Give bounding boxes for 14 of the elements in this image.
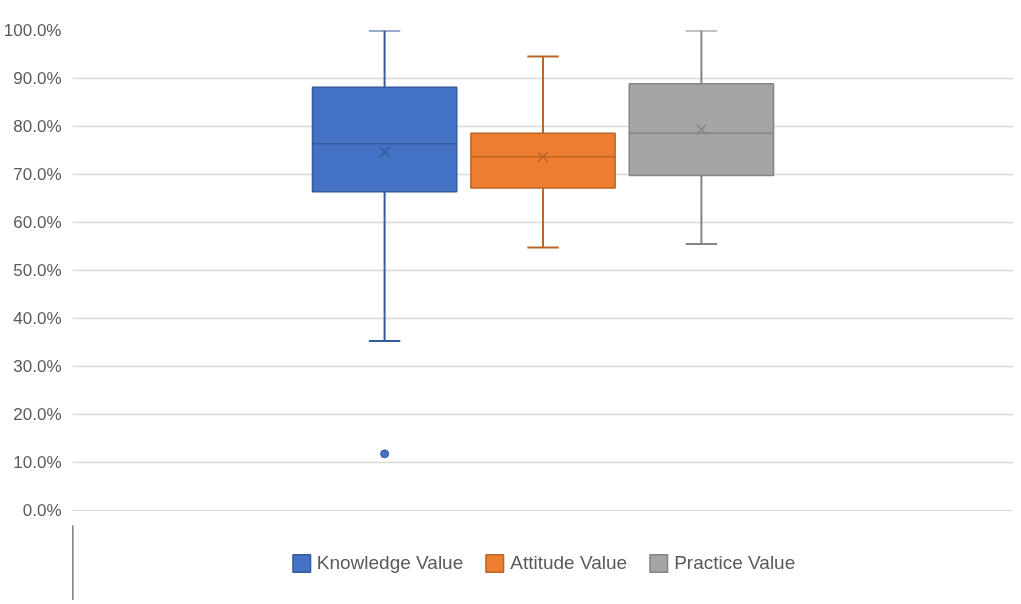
legend-label: Attitude Value bbox=[510, 551, 628, 574]
y-tick-label: 0.0% bbox=[22, 501, 62, 520]
y-tick-label: 80.0% bbox=[13, 117, 62, 136]
y-tick-label: 50.0% bbox=[13, 261, 62, 280]
legend-label: Knowledge Value bbox=[316, 551, 464, 574]
y-tick-label: 40.0% bbox=[13, 309, 62, 328]
y-tick-label: 90.0% bbox=[13, 69, 62, 88]
legend-label: Practice Value bbox=[674, 551, 796, 574]
y-tick-label: 10.0% bbox=[13, 453, 62, 472]
y-tick-label: 60.0% bbox=[13, 213, 62, 232]
y-tick-label: 20.0% bbox=[13, 405, 62, 424]
y-tick-label: 100.0% bbox=[3, 21, 62, 40]
y-tick-label: 70.0% bbox=[13, 165, 62, 184]
y-tick-label: 30.0% bbox=[13, 357, 62, 376]
